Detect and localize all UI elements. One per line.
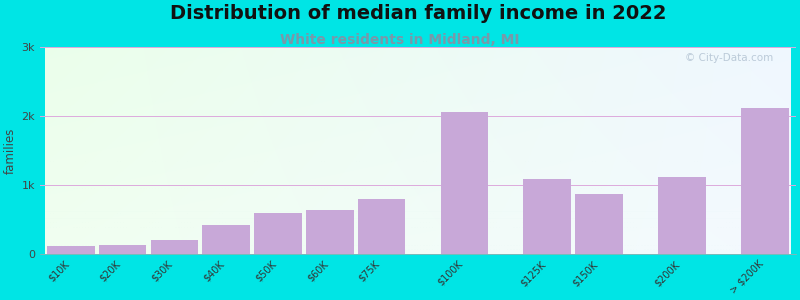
Bar xyxy=(358,199,406,254)
Bar xyxy=(441,112,488,254)
Bar xyxy=(99,245,146,254)
Y-axis label: families: families xyxy=(4,127,17,174)
Bar xyxy=(254,213,302,254)
Text: White residents in Midland, MI: White residents in Midland, MI xyxy=(280,33,520,47)
Bar xyxy=(150,239,198,254)
Bar xyxy=(306,210,354,254)
Bar xyxy=(658,177,706,254)
Title: Distribution of median family income in 2022: Distribution of median family income in … xyxy=(170,4,666,23)
Bar xyxy=(523,179,571,254)
Text: © City-Data.com: © City-Data.com xyxy=(685,53,773,63)
Bar xyxy=(741,108,789,254)
Bar xyxy=(575,194,623,254)
Bar xyxy=(202,225,250,254)
Bar xyxy=(47,246,94,254)
